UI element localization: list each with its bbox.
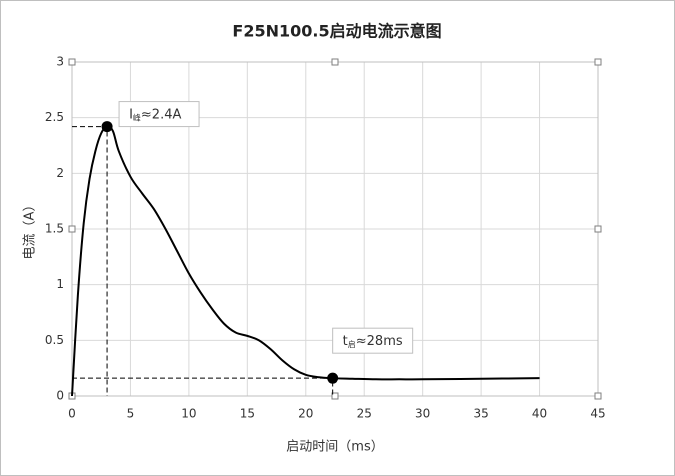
callout-sub: 峰 bbox=[133, 112, 141, 122]
x-tick-label: 45 bbox=[590, 407, 605, 421]
x-tick-label: 0 bbox=[68, 407, 76, 421]
y-tick-label: 2 bbox=[56, 166, 64, 180]
selection-handle bbox=[331, 58, 339, 66]
x-tick-label: 10 bbox=[181, 407, 196, 421]
y-tick-label: 1 bbox=[56, 277, 64, 291]
callout-main: I bbox=[129, 107, 133, 122]
line-series bbox=[71, 125, 540, 397]
x-tick-label: 40 bbox=[532, 407, 547, 421]
y-tick-label: 2.5 bbox=[45, 110, 64, 124]
selection-handle bbox=[594, 225, 602, 233]
selection-handle bbox=[331, 392, 339, 400]
x-axis-label: 启动时间（ms） bbox=[286, 440, 383, 455]
callout-text: t启≈28ms bbox=[343, 334, 403, 349]
y-tick-label: 1.5 bbox=[45, 222, 64, 236]
callout-suffix: ≈28ms bbox=[356, 334, 403, 349]
marker bbox=[101, 121, 113, 133]
callout-box bbox=[118, 101, 200, 128]
callout-main: t bbox=[343, 334, 348, 349]
callout-sub: 启 bbox=[348, 339, 356, 349]
x-tick-label: 5 bbox=[127, 407, 135, 421]
marker bbox=[327, 372, 339, 384]
callout-text: I峰≈2.4A bbox=[129, 107, 181, 122]
selection-handle bbox=[594, 58, 602, 66]
chart-title: F25N100.5启动电流示意图 bbox=[232, 22, 441, 41]
x-tick-label: 30 bbox=[415, 407, 430, 421]
x-tick-label: 20 bbox=[298, 407, 313, 421]
y-axis-label: 电流（A） bbox=[23, 199, 38, 260]
x-tick-label: 15 bbox=[240, 407, 255, 421]
y-tick-label: 3 bbox=[56, 55, 64, 69]
x-tick-label: 35 bbox=[473, 407, 488, 421]
y-tick-label: 0 bbox=[56, 389, 64, 403]
selection-handle bbox=[594, 392, 602, 400]
selection-handle bbox=[68, 225, 76, 233]
selection-handle bbox=[68, 58, 76, 66]
callout-suffix: ≈2.4A bbox=[141, 107, 182, 122]
y-tick-label: 0.5 bbox=[45, 333, 64, 347]
x-tick-label: 25 bbox=[357, 407, 372, 421]
callout-box bbox=[332, 327, 414, 354]
